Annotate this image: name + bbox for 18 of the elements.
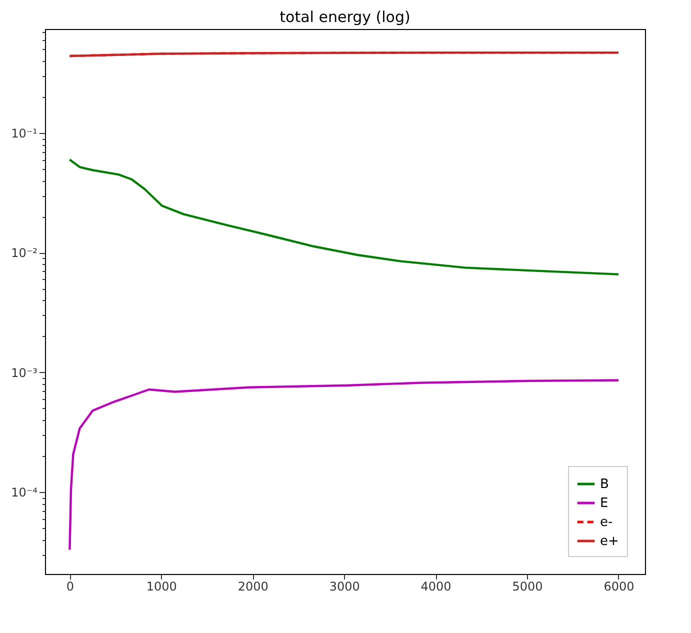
y-tick-label: 10⁻⁴ <box>11 486 38 500</box>
y-tick-label: 10⁻¹ <box>11 126 38 141</box>
x-tick-label: 0 <box>66 580 74 594</box>
x-tick-label: 2000 <box>238 580 268 594</box>
line-series <box>68 379 620 551</box>
x-tick-label: 5000 <box>512 580 543 594</box>
x-tick-label: 6000 <box>604 580 634 594</box>
legend-label: B <box>600 477 609 492</box>
y-tick-label: 10⁻² <box>11 246 38 260</box>
legend-label: E <box>600 496 608 511</box>
x-tick-label: 1000 <box>146 580 177 594</box>
line-series <box>68 158 620 276</box>
chart-title: total energy (log) <box>280 8 410 26</box>
legend-label: e- <box>600 515 613 530</box>
y-tick-label: 10⁻³ <box>11 366 38 380</box>
x-tick-label: 3000 <box>329 580 360 594</box>
x-tick-label: 4000 <box>420 580 452 594</box>
legend-label: e+ <box>600 534 619 549</box>
